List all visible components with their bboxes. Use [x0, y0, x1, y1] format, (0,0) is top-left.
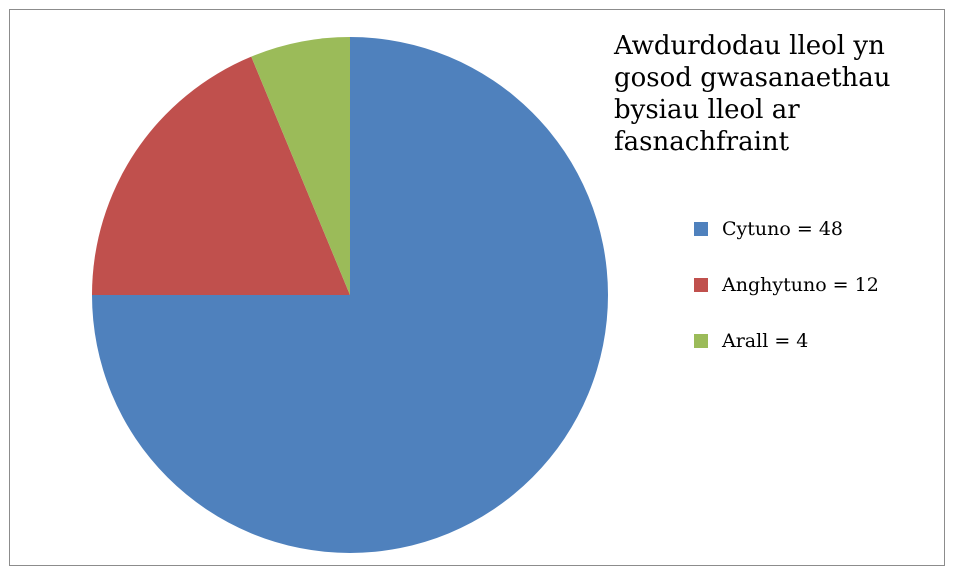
chart-legend: Cytuno = 48 Anghytuno = 12 Arall = 4	[694, 215, 879, 383]
legend-item-cytuno: Cytuno = 48	[694, 215, 879, 243]
legend-swatch-cytuno	[694, 222, 708, 236]
legend-label-cytuno: Cytuno = 48	[722, 218, 843, 240]
chart-title: Awdurdodau lleol yn gosod gwasanaethau b…	[614, 31, 891, 157]
legend-swatch-arall	[694, 334, 708, 348]
legend-swatch-anghytuno	[694, 278, 708, 292]
legend-label-arall: Arall = 4	[722, 330, 809, 352]
legend-item-arall: Arall = 4	[694, 327, 879, 355]
legend-item-anghytuno: Anghytuno = 12	[694, 271, 879, 299]
pie-slice-anghytuno	[92, 56, 350, 295]
legend-label-anghytuno: Anghytuno = 12	[722, 274, 879, 296]
pie-slice-arall	[251, 37, 350, 295]
